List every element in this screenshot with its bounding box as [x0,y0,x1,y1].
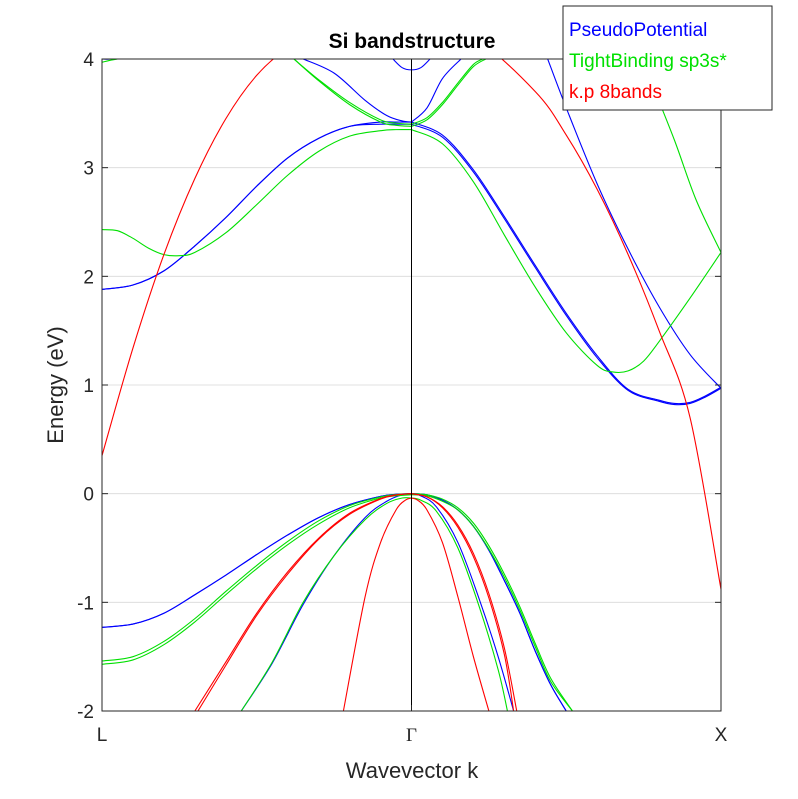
y-axis-label: Energy (eV) [43,326,68,443]
series-2-band-5 [410,493,518,711]
series-1-band-0 [102,493,413,662]
series-1-band-6 [102,129,413,257]
x-tick-label-0: L [97,725,108,746]
x-axis-label: Wavevector k [346,758,479,783]
y-axis-ticks: -2 -1 0 1 2 3 4 [77,50,721,723]
y-tick-label-0: -2 [77,702,94,723]
series-1-band-7 [410,129,721,374]
y-tick-label-3: 1 [83,376,94,397]
chart-title: Si bandstructure [329,30,496,53]
y-tick-label-2: 0 [83,485,94,506]
series-1-band-4 [410,493,573,711]
legend-entry-1: TightBinding sp3s* [569,51,727,72]
legend-entry-2: k.p 8bands [569,82,662,103]
series-1 [102,59,721,711]
legend: PseudoPotential TightBinding sp3s* k.p 8ba… [562,5,773,111]
x-tick-label-1: Γ [406,725,417,746]
series-0 [102,59,721,711]
series-2-band-0 [102,59,413,457]
series-0-band-8 [410,121,721,405]
y-tick-label-4: 2 [83,267,94,288]
series-0-band-5 [410,493,567,711]
legend-entry-0: PseudoPotential [569,20,707,41]
series-0-band-7 [102,123,413,290]
bands [102,59,721,711]
y-tick-label-6: 4 [83,50,94,71]
series-2-band-1 [500,59,721,590]
series-1-band-8 [293,59,413,127]
series-1-band-2 [240,497,413,711]
series-1-band-10 [410,59,487,127]
series-2-band-7 [410,497,490,711]
series-0-band-3 [410,493,515,711]
x-tick-label-2: X [715,725,728,746]
y-tick-label-1: -1 [77,593,94,614]
series-2-band-6 [342,497,413,711]
series-2-band-3 [197,493,413,711]
series-1-band-9 [293,59,413,125]
y-tick-label-5: 3 [83,159,94,180]
series-0-band-11 [410,59,462,123]
series-2 [102,59,721,711]
series-1-band-5 [410,494,573,711]
series-0-band-9 [410,123,721,406]
series-0-band-10 [302,59,413,123]
series-1-band-11 [410,59,484,125]
legend-box [562,5,773,111]
series-1-band-3 [410,497,508,711]
